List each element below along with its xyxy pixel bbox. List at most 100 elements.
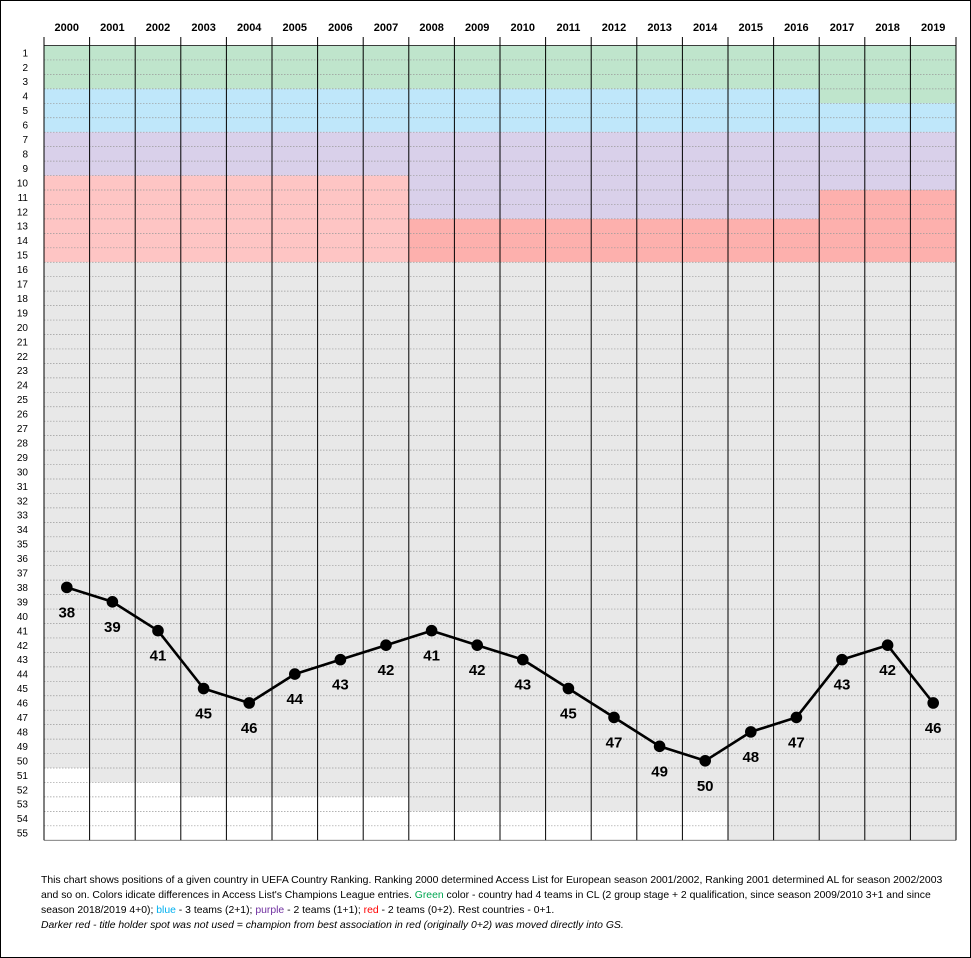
rank-label-47: 47 <box>17 713 29 724</box>
band-white-2000-2000 <box>44 768 90 841</box>
caption-part-3: - 3 teams (2+1); <box>175 905 256 916</box>
rank-label-11: 11 <box>18 193 29 204</box>
value-label-2014: 50 <box>697 778 714 795</box>
point-2016 <box>790 711 803 724</box>
rank-label-8: 8 <box>22 149 28 160</box>
year-label-2010: 2010 <box>511 22 535 34</box>
value-label-2011: 45 <box>560 706 577 723</box>
rank-label-34: 34 <box>17 525 29 536</box>
point-2009 <box>471 639 484 651</box>
caption-green-word: Green <box>414 890 444 901</box>
value-label-2016: 47 <box>788 734 805 751</box>
point-2005 <box>289 668 301 680</box>
value-label-2002: 41 <box>150 648 167 665</box>
rank-label-5: 5 <box>22 106 28 117</box>
caption-red-word: red <box>363 905 379 916</box>
rank-label-30: 30 <box>17 467 29 478</box>
rank-label-35: 35 <box>17 540 29 551</box>
rank-label-15: 15 <box>17 251 29 262</box>
rank-label-54: 54 <box>17 814 29 825</box>
point-2014 <box>699 754 711 767</box>
rank-label-22: 22 <box>17 352 29 363</box>
rank-label-37: 37 <box>17 569 29 580</box>
band-dark_red-2017-2019 <box>819 190 956 263</box>
rank-label-23: 23 <box>17 366 29 377</box>
caption-purple-word: purple <box>255 905 285 916</box>
value-label-2015: 48 <box>742 749 759 766</box>
year-label-2017: 2017 <box>830 22 854 34</box>
band-white-2003-2007 <box>180 796 409 841</box>
year-label-2009: 2009 <box>465 22 489 34</box>
rank-label-18: 18 <box>17 294 29 305</box>
year-label-2008: 2008 <box>419 22 443 34</box>
value-label-2005: 44 <box>286 691 303 708</box>
band-grey-2003-2007 <box>180 262 409 797</box>
rank-label-25: 25 <box>17 395 29 406</box>
value-label-2007: 42 <box>378 662 395 679</box>
rank-label-41: 41 <box>17 626 29 637</box>
year-label-2007: 2007 <box>374 22 398 34</box>
rank-label-38: 38 <box>17 583 29 594</box>
year-label-2019: 2019 <box>921 22 945 34</box>
band-blue-2000-2016 <box>44 88 820 133</box>
rank-label-36: 36 <box>17 554 29 565</box>
caption-part-5: - 2 teams (0+2). Rest countries - 0+1. <box>378 905 555 916</box>
value-label-2010: 43 <box>514 677 531 694</box>
year-labels: 2000 2001 2002 2003 2004 2005 2006 2007 2008 2009… <box>55 22 946 34</box>
caption-part-4: - 2 teams (1+1); <box>284 905 364 916</box>
rank-label-1: 1 <box>22 48 28 59</box>
rank-label-40: 40 <box>17 612 29 623</box>
value-label-2003: 45 <box>195 706 212 723</box>
rank-label-20: 20 <box>17 323 29 334</box>
ranking-line <box>66 586 935 763</box>
band-dark_red-2008-2016 <box>408 218 820 263</box>
rank-label-29: 29 <box>17 453 29 464</box>
rank-label-46: 46 <box>17 699 29 710</box>
rank-label-42: 42 <box>17 641 29 652</box>
year-label-2016: 2016 <box>784 22 808 34</box>
rank-label-4: 4 <box>22 92 28 103</box>
caption-note: Darker red - title holder spot was not u… <box>41 920 624 931</box>
year-label-2001: 2001 <box>100 22 124 34</box>
point-2017 <box>836 653 848 666</box>
rank-labels: 1234567891011121314151617181920212223242… <box>17 48 29 839</box>
rank-label-24: 24 <box>17 381 29 392</box>
chart-grid <box>43 37 957 841</box>
year-label-2006: 2006 <box>328 22 352 34</box>
point-2008 <box>425 624 438 637</box>
caption-blue-word: blue <box>156 905 176 916</box>
point-2007 <box>380 639 392 651</box>
point-2006 <box>334 653 347 666</box>
year-label-2012: 2012 <box>602 22 626 34</box>
rank-label-12: 12 <box>17 207 29 218</box>
rank-label-48: 48 <box>17 727 29 738</box>
value-label-2006: 43 <box>332 677 349 694</box>
rank-label-27: 27 <box>17 424 29 435</box>
point-2013 <box>653 740 666 753</box>
rank-label-43: 43 <box>17 655 29 666</box>
year-label-2018: 2018 <box>875 22 899 34</box>
ranking-chart: 2000 2001 2002 2003 2004 2005 2006 2007 2008 2009… <box>17 22 957 841</box>
point-2019 <box>927 697 939 709</box>
year-label-2005: 2005 <box>283 22 307 34</box>
year-label-2002: 2002 <box>146 22 170 34</box>
rank-label-28: 28 <box>17 438 29 449</box>
point-2000 <box>61 581 73 594</box>
value-label-2013: 49 <box>651 763 668 780</box>
band-purple-2000-2016 <box>44 132 820 176</box>
point-2012 <box>608 711 620 724</box>
rank-label-7: 7 <box>22 135 28 146</box>
rank-label-9: 9 <box>22 164 28 175</box>
rank-label-6: 6 <box>22 121 28 132</box>
point-2003 <box>197 682 210 695</box>
rank-label-14: 14 <box>17 236 29 247</box>
rank-label-39: 39 <box>17 597 29 608</box>
rank-label-31: 31 <box>17 482 29 493</box>
point-2004 <box>243 697 255 709</box>
rank-label-55: 55 <box>17 829 29 840</box>
rank-label-33: 33 <box>17 511 29 522</box>
rank-label-10: 10 <box>17 178 29 189</box>
value-label-2008: 41 <box>423 648 440 665</box>
rank-label-52: 52 <box>17 785 29 796</box>
rank-label-13: 13 <box>17 222 29 233</box>
